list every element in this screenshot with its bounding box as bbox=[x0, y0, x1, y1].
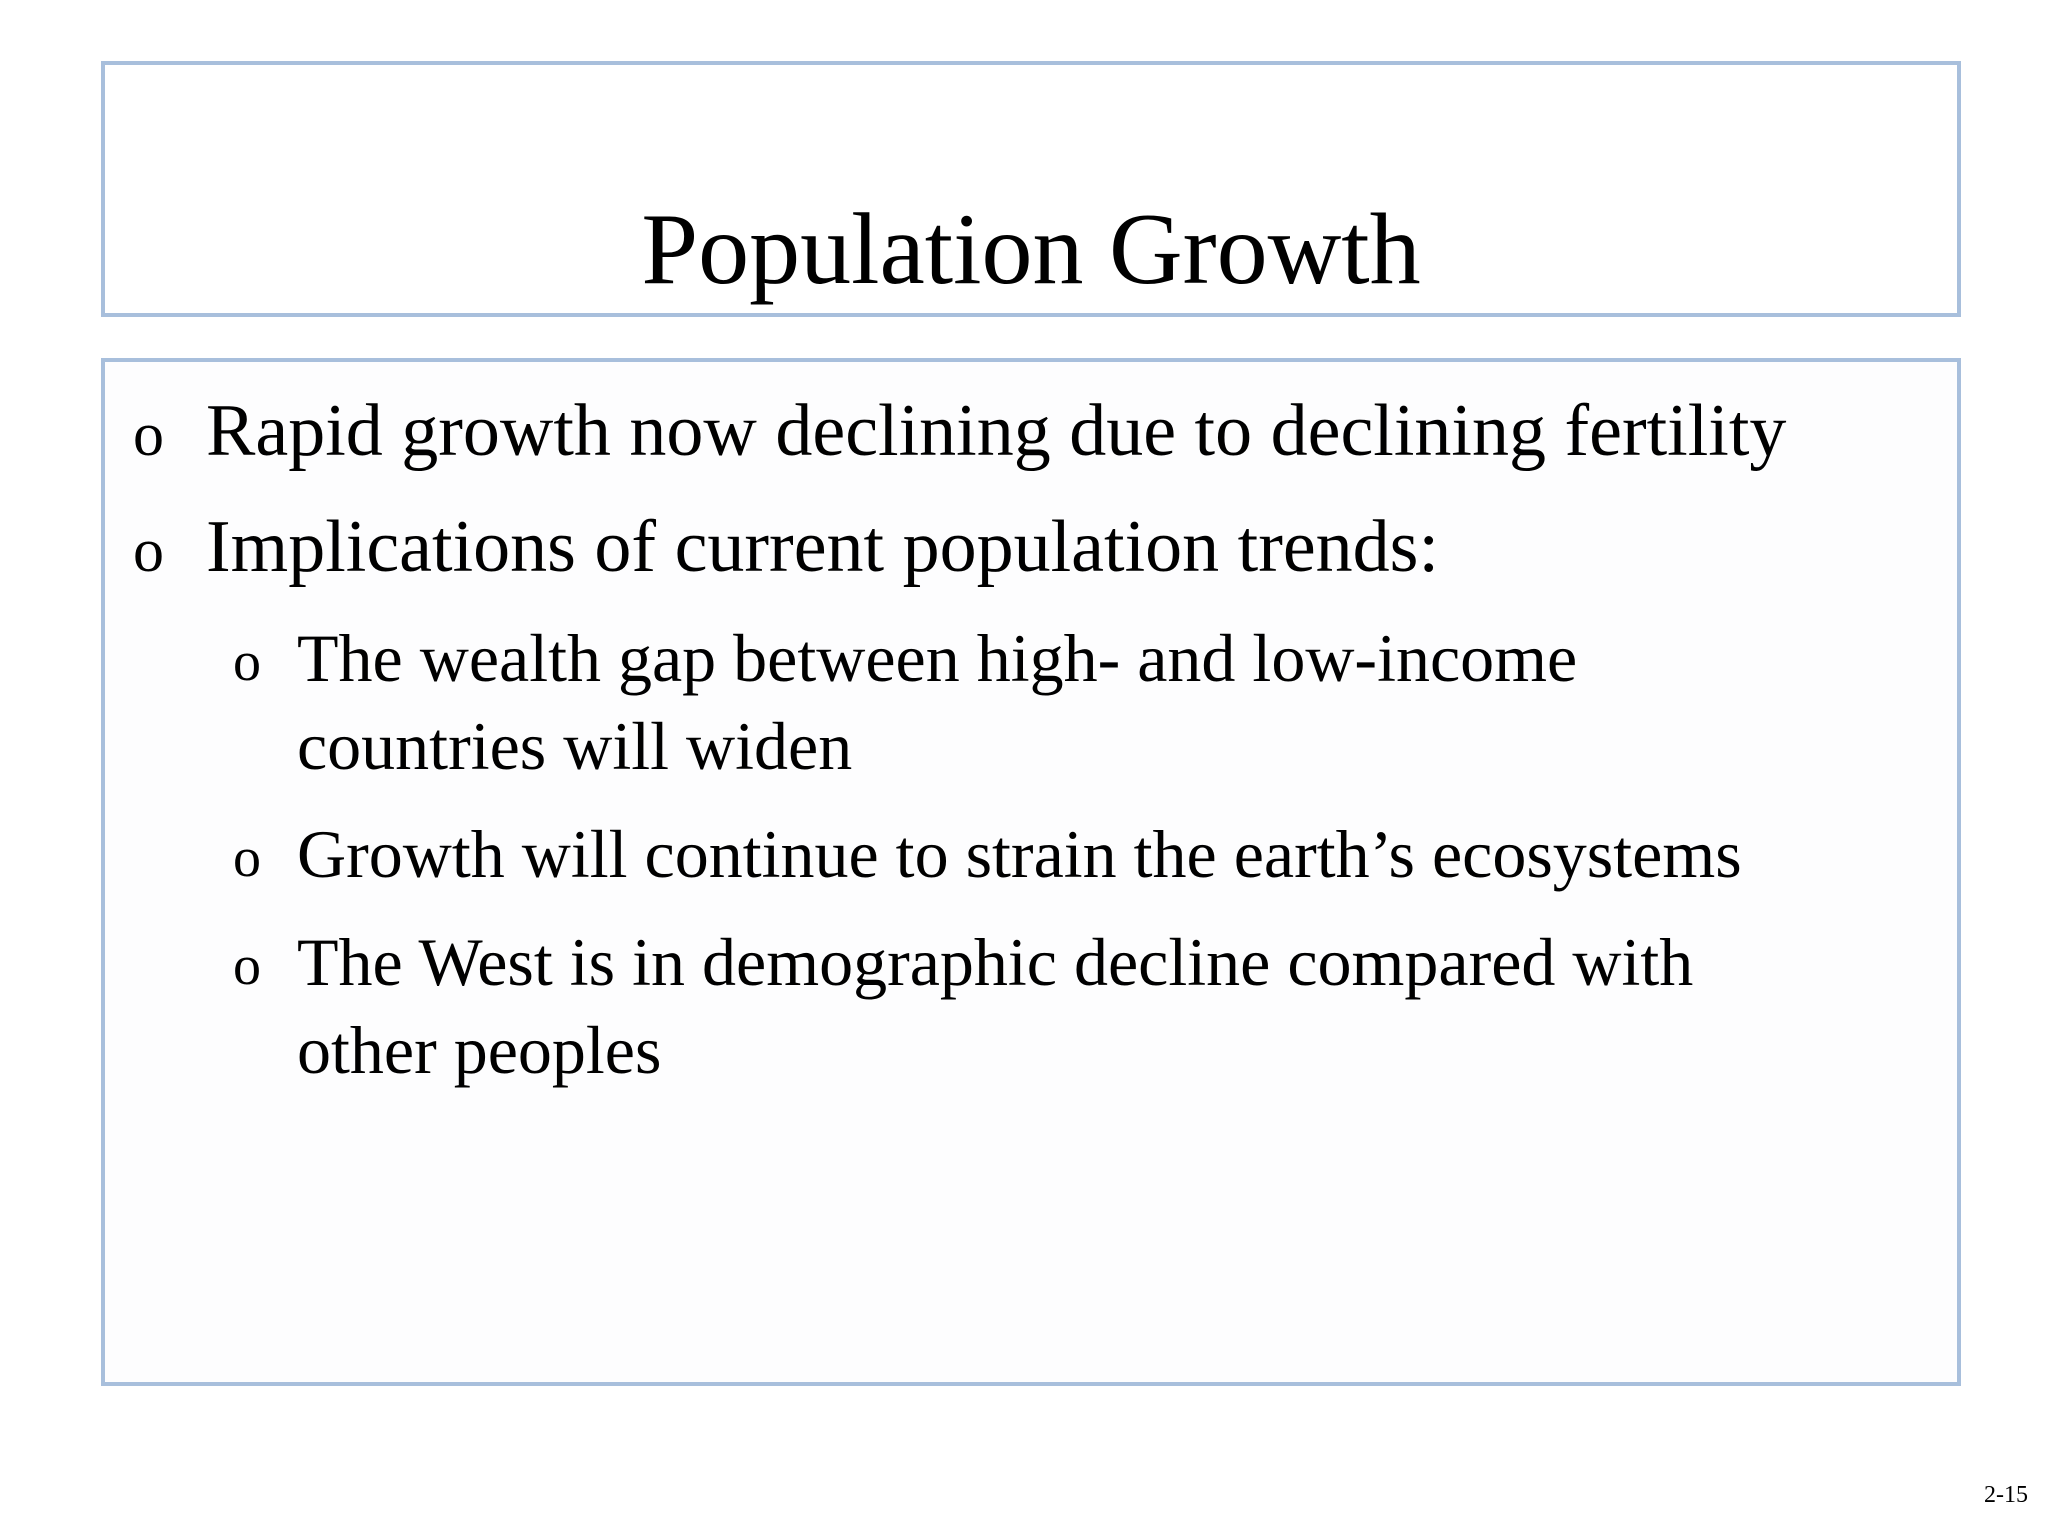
slide-title: Population Growth bbox=[641, 193, 1421, 306]
sub-bullet-text: The West is in demographic decline compa… bbox=[297, 918, 1693, 1094]
title-box: Population Growth bbox=[101, 61, 1961, 317]
sub-bullet-line: other peoples bbox=[297, 1012, 662, 1088]
sub-bullet-line: countries will widen bbox=[297, 708, 853, 784]
sub-bullet-marker: o bbox=[233, 631, 261, 693]
bullet-text: Rapid growth now declining due to declin… bbox=[206, 390, 1787, 472]
sub-bullet-text: The wealth gap between high- and low-inc… bbox=[297, 614, 1577, 790]
page-number: 2-15 bbox=[1984, 1482, 2028, 1508]
bullet-marker: o bbox=[133, 401, 164, 469]
sub-bullet-marker: o bbox=[233, 935, 261, 997]
sub-bullet-marker: o bbox=[233, 827, 261, 889]
sub-bullet-line: The wealth gap between high- and low-inc… bbox=[297, 620, 1578, 696]
sub-bullet-line: The West is in demographic decline compa… bbox=[297, 924, 1694, 1000]
content-box: o Rapid growth now declining due to decl… bbox=[101, 358, 1961, 1386]
bullet-text: Implications of current population trend… bbox=[206, 506, 1440, 588]
bullet-marker: o bbox=[133, 517, 164, 585]
sub-bullet-text: Growth will continue to strain the earth… bbox=[297, 816, 1742, 892]
